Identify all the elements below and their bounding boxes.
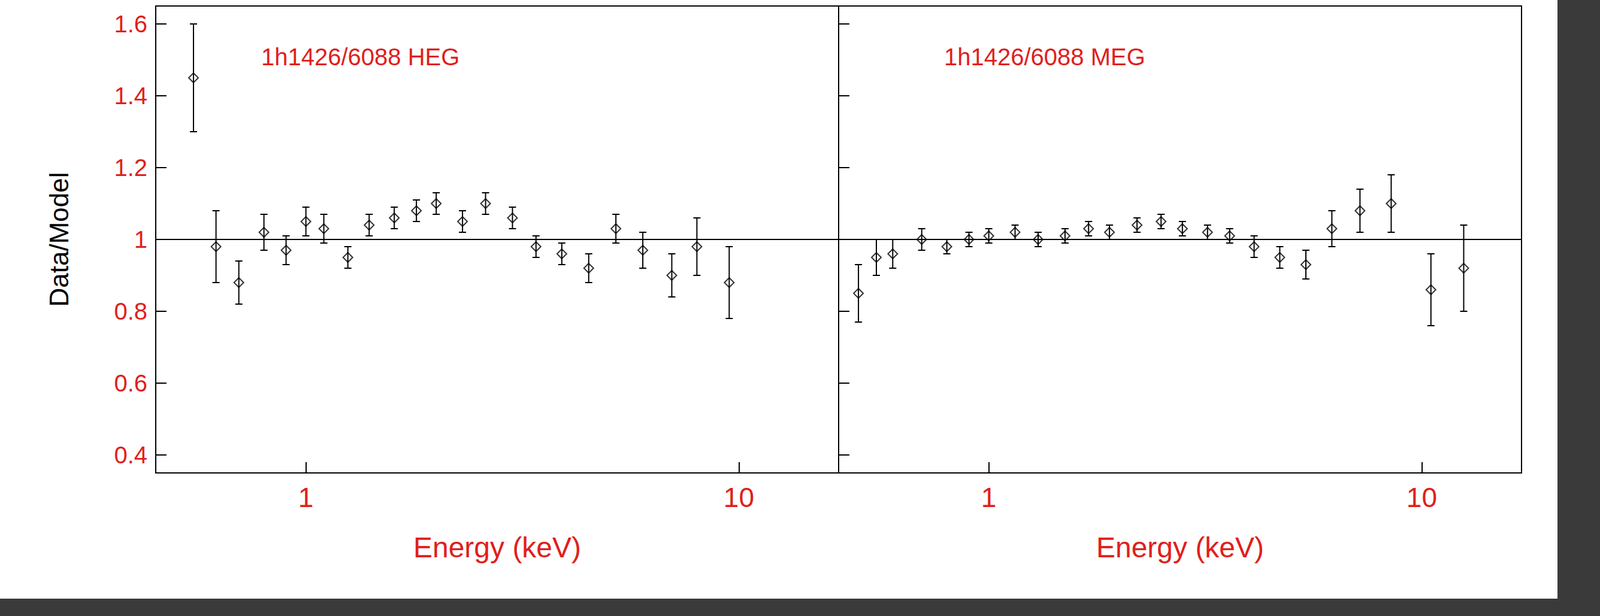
svg-text:1.2: 1.2 [113,154,148,181]
svg-text:1: 1 [134,226,148,253]
svg-text:1h1426/6088 HEG: 1h1426/6088 HEG [261,43,460,71]
svg-text:1: 1 [981,482,997,514]
svg-text:0.6: 0.6 [113,370,148,397]
svg-text:1.4: 1.4 [113,82,148,110]
svg-text:10: 10 [723,482,755,514]
svg-text:Energy (keV): Energy (keV) [413,531,582,564]
svg-text:1h1426/6088 MEG: 1h1426/6088 MEG [944,43,1146,71]
svg-text:0.8: 0.8 [113,298,148,325]
svg-text:Energy (keV): Energy (keV) [1096,531,1264,564]
svg-text:1: 1 [298,482,314,514]
svg-text:1.6: 1.6 [113,10,148,38]
svg-text:10: 10 [1406,482,1438,514]
svg-text:Data/Model: Data/Model [44,171,74,307]
svg-text:0.4: 0.4 [113,442,148,469]
